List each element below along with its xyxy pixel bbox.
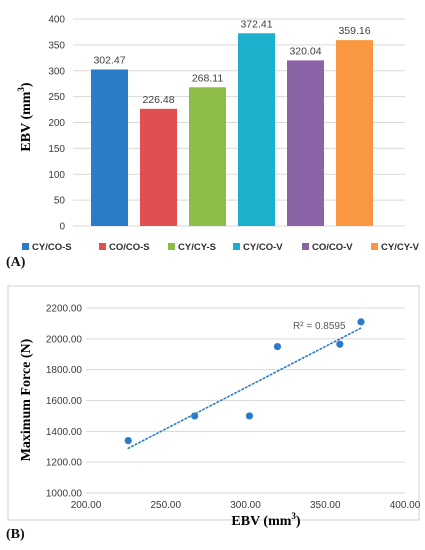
bar-data-label: 268.11 (192, 72, 223, 84)
scatter-point (245, 412, 254, 420)
bar-chart-y-tick-label: 350 (48, 40, 65, 51)
bar-chart-y-tick-label: 100 (48, 170, 65, 181)
scatter-point (191, 412, 199, 420)
bar-chart-y-ticks: 0 50 100 150 200 250 300 350 400 (48, 15, 65, 233)
legend-swatch (233, 243, 240, 250)
bar-data-label: 372.41 (240, 18, 272, 30)
bar-chart-bars (91, 33, 373, 226)
scatter-point (336, 340, 344, 348)
bar-chart-legend: CY/CO-S CO/CO-S CY/CY-S CY/CO-V CO/CO-V CY/CY… (22, 242, 420, 253)
scatter-point (124, 436, 132, 445)
scatter-chart-r2-annotation: R² = 0.8595 (293, 321, 346, 332)
bar-chart-y-tick-label: 250 (48, 92, 65, 103)
bar (336, 40, 373, 226)
scatter-chart-frame (7, 285, 420, 521)
scatter-chart-x-axis-label: EBV (mm3) (231, 511, 301, 529)
legend-label: CO/CO-V (312, 242, 353, 253)
legend-swatch (302, 243, 309, 250)
legend-label: CY/CY-V (381, 242, 420, 253)
scatter-chart-x-tick-label: 400.00 (390, 500, 421, 511)
scatter-chart-x-tick-label: 200.00 (71, 500, 102, 511)
scatter-chart-x-tick-label: 350.00 (310, 500, 341, 511)
bar (140, 108, 177, 226)
bar-chart-y-axis-label: EBV (mm3) (16, 82, 34, 152)
bar (189, 87, 226, 226)
legend-label: CO/CO-S (109, 242, 150, 253)
bar-chart-y-tick-label: 300 (48, 66, 65, 77)
scatter-chart-y-tick-label: 2200.00 (46, 304, 83, 315)
legend-label: CY/CO-V (243, 242, 283, 253)
scatter-point (273, 342, 282, 351)
bar-data-label: 226.48 (142, 94, 174, 106)
scatter-chart-x-ticks: 200.00 250.00 300.00 350.00 400.00 (71, 500, 421, 511)
bar-data-label: 302.47 (93, 54, 125, 66)
scatter-point (357, 318, 365, 326)
scatter-chart-y-tick-label: 2000.00 (46, 334, 83, 345)
legend-swatch (22, 243, 29, 250)
bar-chart-panel: 0 50 100 150 200 250 300 350 400 302.47 226.48 268… (6, 15, 420, 271)
bar-chart-y-tick-label: 400 (48, 15, 65, 26)
bar-data-label: 320.04 (289, 45, 321, 57)
bar-chart-y-tick-label: 0 (59, 222, 65, 233)
scatter-chart-y-tick-label: 1400.00 (46, 427, 83, 438)
legend-swatch (99, 243, 106, 250)
bar-chart-data-labels: 302.47 226.48 268.11 372.41 320.04 359.16 (93, 18, 370, 106)
legend-swatch (168, 243, 175, 250)
bar-data-label: 359.16 (338, 25, 370, 37)
scatter-chart-y-tick-label: 1000.00 (46, 489, 83, 500)
scatter-chart-points (124, 318, 365, 445)
bar-chart-y-tick-label: 50 (54, 196, 66, 207)
scatter-chart-y-axis-label: Maximum Force (N) (19, 338, 34, 461)
bar (287, 60, 324, 226)
scatter-chart-y-tick-label: 1600.00 (46, 396, 83, 407)
scatter-chart-trendline (127, 327, 362, 450)
scatter-chart-x-tick-label: 300.00 (230, 500, 261, 511)
panel-a-label: (A) (6, 255, 26, 270)
legend-label: CY/CO-S (32, 242, 72, 253)
scatter-chart-panel: 1000.00 1200.00 1400.00 1600.00 1800.00 2000.… (6, 285, 421, 542)
scatter-chart-y-tick-label: 1200.00 (46, 458, 83, 469)
bar-chart-y-tick-label: 200 (48, 118, 65, 129)
scatter-chart-y-tick-label: 1800.00 (46, 365, 83, 376)
bar (91, 69, 128, 226)
legend-swatch (371, 243, 378, 250)
bar (238, 33, 275, 226)
legend-label: CY/CY-S (178, 242, 216, 253)
scatter-chart-x-tick-label: 250.00 (150, 500, 181, 511)
scatter-chart-y-ticks: 1000.00 1200.00 1400.00 1600.00 1800.00 2000.… (46, 304, 83, 500)
scatter-chart-gridlines (86, 307, 405, 494)
bar-chart-y-tick-label: 150 (48, 144, 65, 155)
panel-b-label: (B) (6, 527, 25, 542)
